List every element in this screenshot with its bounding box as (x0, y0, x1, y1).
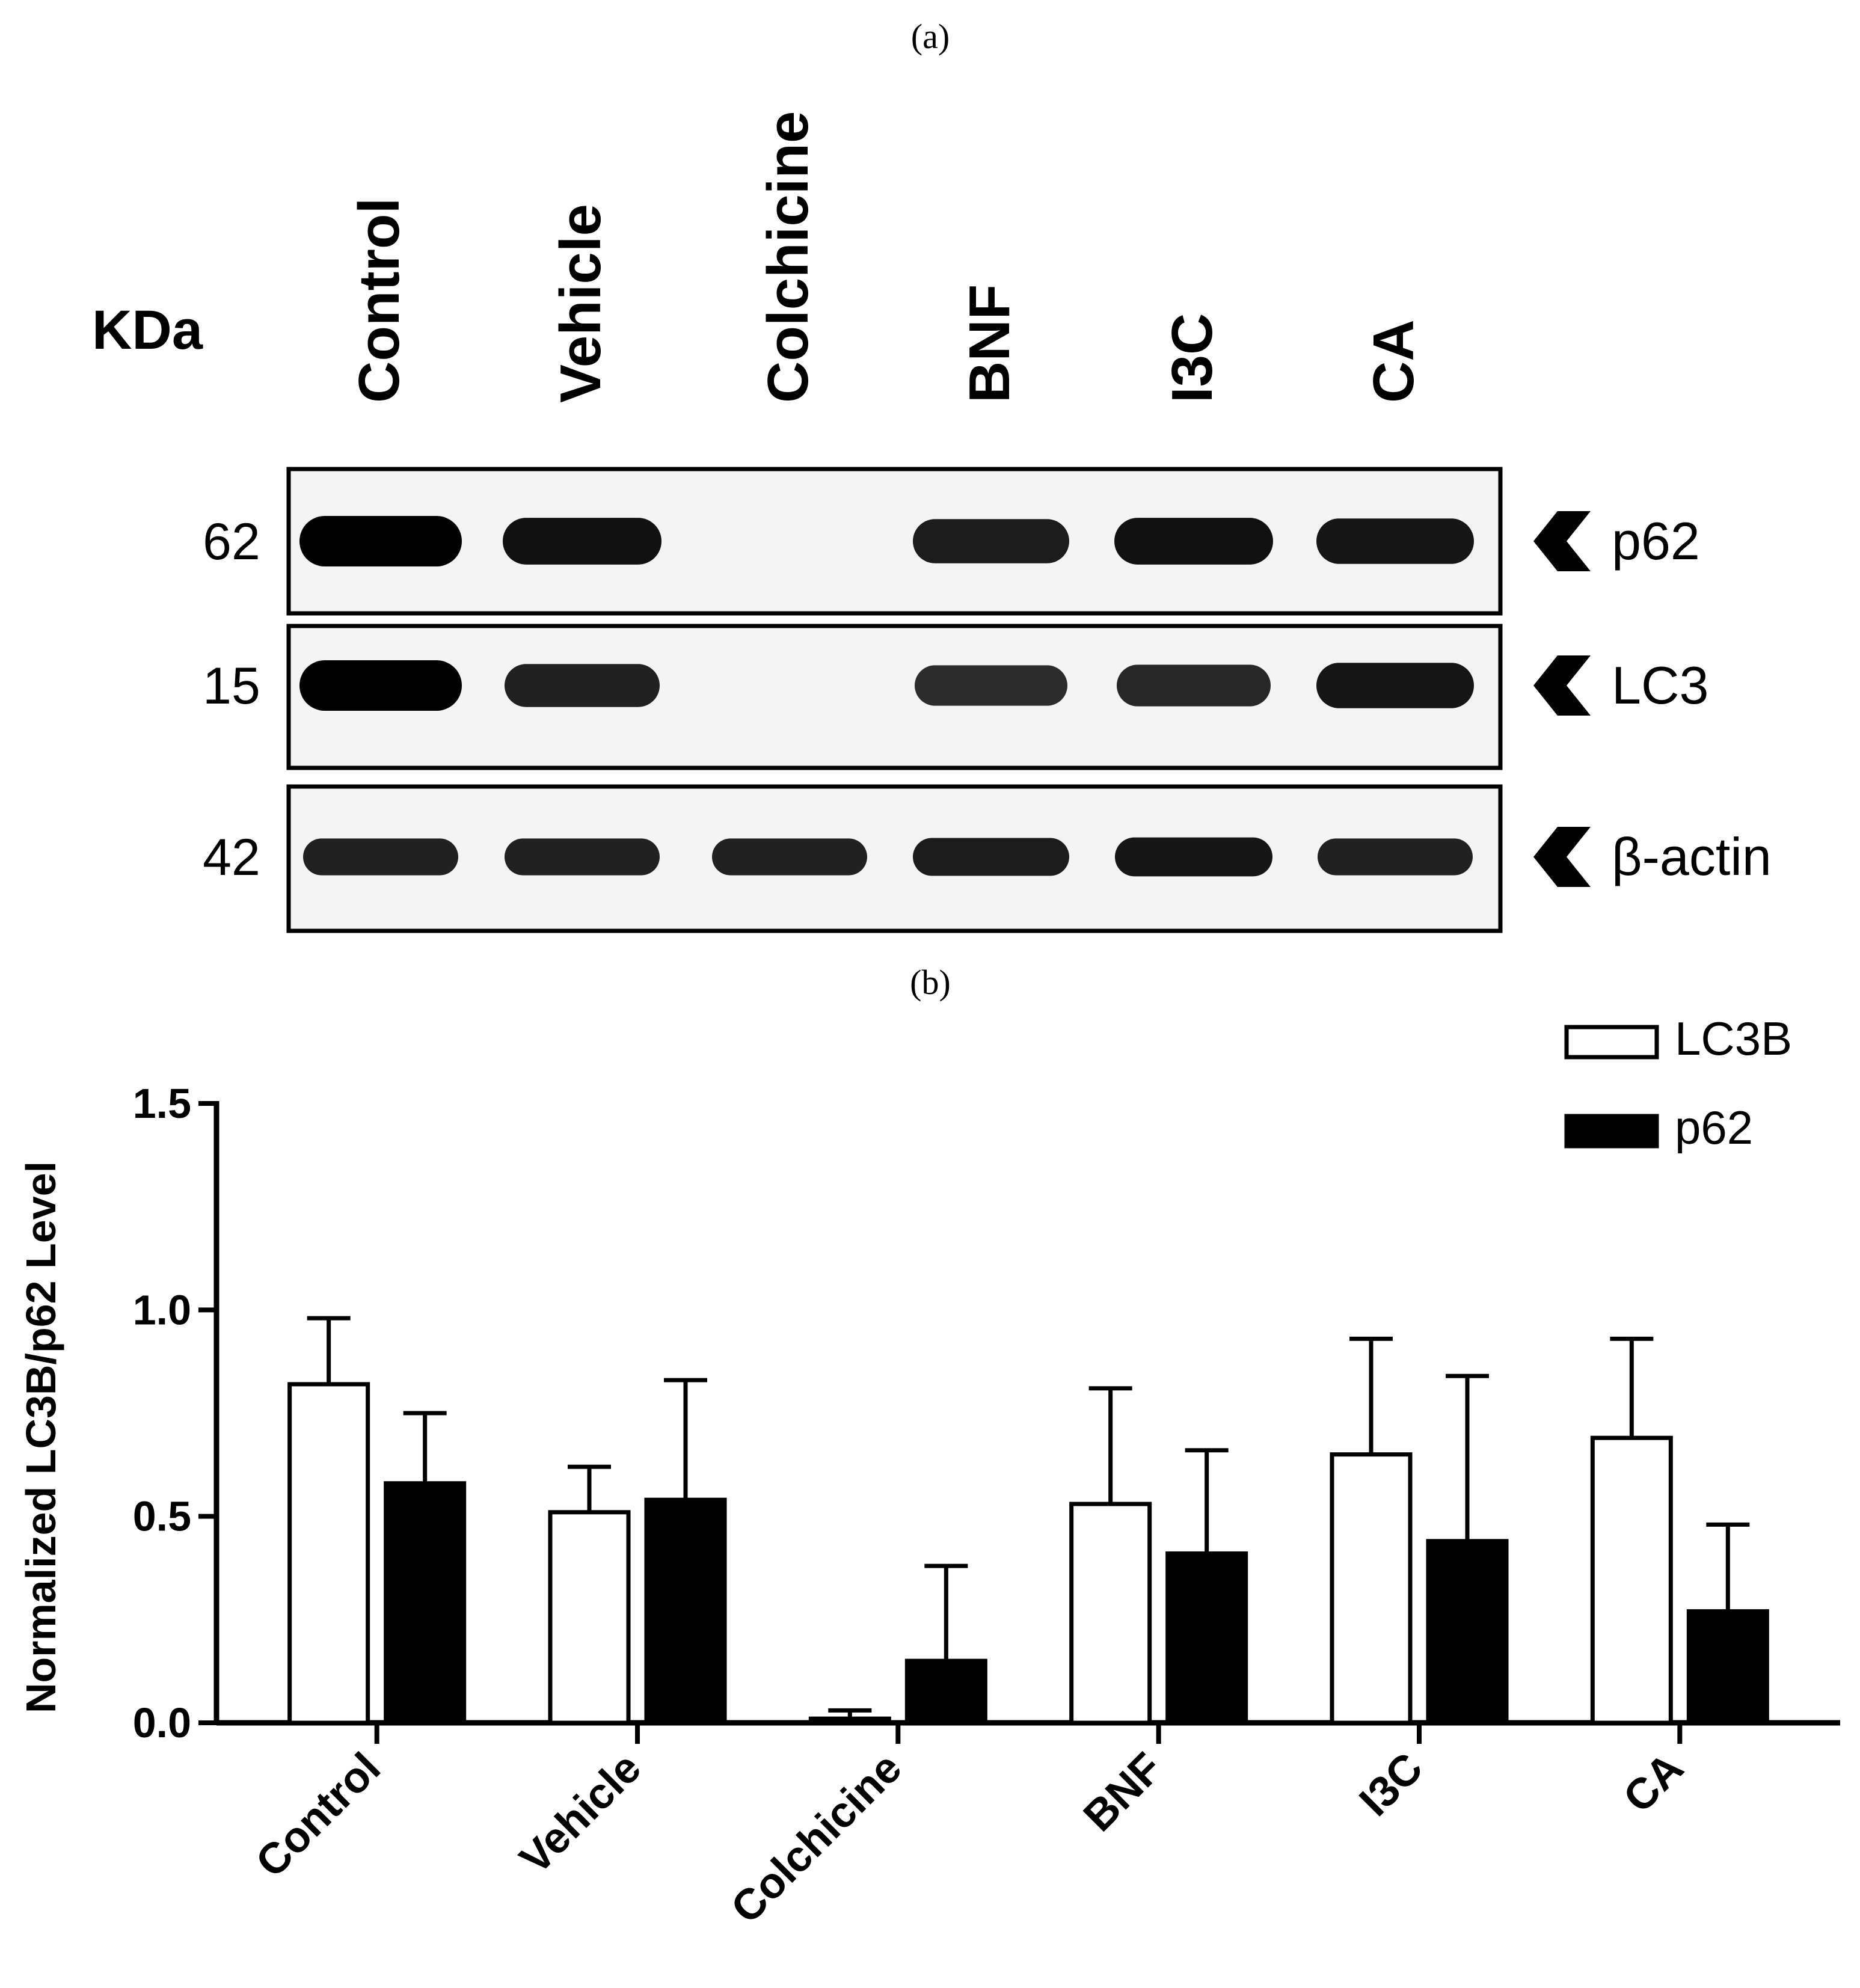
y-tick-label: 0.5 (133, 1493, 191, 1540)
kda-value: 62 (203, 513, 260, 571)
arrowhead-icon (1533, 827, 1591, 887)
blot-band (915, 665, 1067, 706)
blot-band (505, 664, 660, 707)
blot-band (299, 660, 462, 711)
bar-lc3b (808, 1716, 891, 1725)
blot-band (503, 518, 661, 565)
bar-lc3b (287, 1382, 370, 1725)
blot-band (1115, 837, 1272, 877)
lane-labels: Control Vehicle Colchicine BNF I3C CA (347, 111, 1426, 403)
bar-p62 (1165, 1551, 1248, 1725)
bar-p62 (1426, 1539, 1509, 1725)
kda-value: 42 (203, 829, 260, 886)
kda-label: KDa (92, 299, 203, 361)
y-tick-label: 0.0 (133, 1699, 191, 1746)
x-tick-label: Colchicine (722, 1744, 911, 1933)
x-tick-label: Vehicle (511, 1744, 650, 1883)
lane-label: Vehicle (548, 204, 613, 403)
blot-row: 42 β-actin (203, 784, 1772, 933)
blot-band (1316, 663, 1474, 708)
blot-membrane (286, 784, 1503, 933)
protein-label: LC3 (1612, 655, 1708, 715)
blot-row: 62 p62 (203, 467, 1700, 616)
blot-membrane (286, 624, 1503, 770)
blot-membrane (286, 467, 1503, 616)
bar-p62 (904, 1658, 987, 1725)
blot-band (712, 838, 867, 876)
y-axis-label: Normalized LC3B/p62 Level (17, 1161, 64, 1713)
blot-band (1316, 518, 1474, 564)
bar-lc3b (1590, 1435, 1673, 1725)
lane-label: BNF (957, 284, 1022, 403)
blot-band (505, 838, 660, 876)
x-tick-label: CA (1615, 1744, 1693, 1822)
lane-label: I3C (1160, 313, 1224, 403)
y-tick-label: 1.0 (133, 1286, 191, 1333)
blot-band (1114, 518, 1273, 565)
blot-row: 15 LC3 (203, 624, 1708, 770)
lane-label: Colchicine (756, 111, 820, 403)
lane-label: CA (1361, 319, 1426, 403)
arrowhead-icon (1533, 511, 1591, 571)
bar-lc3b (1330, 1452, 1413, 1725)
blot-band (913, 519, 1069, 563)
lane-label: Control (347, 198, 411, 403)
bar-p62 (1686, 1609, 1769, 1725)
bar-p62 (644, 1497, 727, 1725)
legend-swatch (1564, 1114, 1659, 1149)
blot-band (913, 838, 1069, 876)
blot-band (1117, 664, 1271, 707)
x-tick-label: Control (247, 1744, 390, 1887)
x-tick-label: I3C (1351, 1744, 1432, 1826)
blot-band (299, 516, 462, 566)
y-tick-label: 1.5 (133, 1080, 191, 1127)
panel-a-label: (a) (911, 17, 950, 56)
kda-value: 15 (203, 657, 260, 715)
legend: LC3B p62 (1564, 1012, 1792, 1154)
protein-label: p62 (1612, 511, 1700, 571)
bar-chart: 0.0 0.5 1.0 1.5 Normalized LC3B/p62 Level Con… (17, 1012, 1840, 1933)
blot-band (1318, 838, 1473, 876)
bar-p62 (384, 1481, 467, 1725)
legend-label: p62 (1675, 1101, 1753, 1154)
blot-band (303, 838, 458, 876)
bar-lc3b (548, 1510, 631, 1725)
x-tick-label: BNF (1075, 1744, 1171, 1841)
legend-swatch (1564, 1025, 1659, 1060)
protein-label: β-actin (1612, 827, 1772, 886)
arrowhead-icon (1533, 655, 1591, 716)
panel-b-label: (b) (910, 963, 951, 1002)
western-blot: 62 p62 15 LC3 42 β-actin (203, 467, 1772, 933)
legend-label: LC3B (1675, 1012, 1792, 1065)
bar-lc3b (1069, 1502, 1152, 1725)
